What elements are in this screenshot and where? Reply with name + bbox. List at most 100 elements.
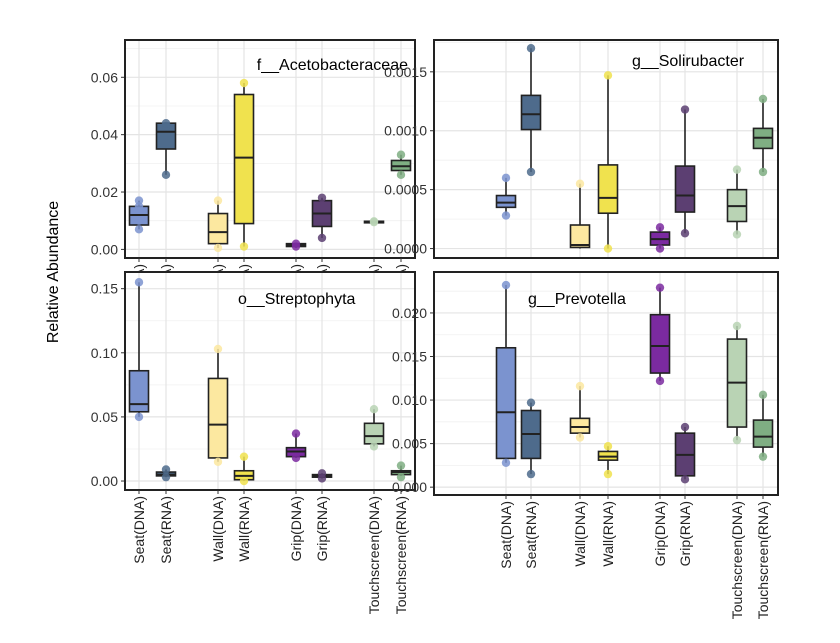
- data-point: [501, 280, 511, 290]
- panel-border: [433, 39, 779, 259]
- data-point: [134, 278, 144, 287]
- box-Wall(DNA): [207, 196, 229, 253]
- data-point: [213, 344, 223, 354]
- box-Wall(RNA): [597, 71, 619, 253]
- y-tick-label: 0.04: [91, 127, 118, 143]
- data-point: [501, 458, 511, 467]
- box-iqr: [520, 94, 542, 131]
- box-Seat(RNA): [155, 118, 177, 180]
- panel-title: g__Solirubacter: [632, 53, 745, 70]
- box-Seat(DNA): [495, 280, 517, 467]
- data-point: [501, 173, 511, 183]
- box-Seat(DNA): [128, 196, 150, 234]
- data-point: [161, 118, 171, 128]
- data-point: [758, 167, 768, 177]
- box-iqr: [233, 93, 255, 225]
- x-tick-label: Wall(RNA): [236, 496, 252, 562]
- data-point: [655, 223, 665, 232]
- box-iqr: [495, 346, 517, 460]
- y-tick-label: 0.0010: [384, 123, 427, 139]
- data-point: [396, 150, 406, 159]
- data-point: [501, 211, 511, 220]
- x-tick-label: Seat(RNA): [523, 501, 539, 569]
- data-point: [161, 170, 171, 180]
- box-iqr: [752, 419, 774, 448]
- box-Grip(DNA): [285, 429, 307, 463]
- data-point: [575, 433, 585, 442]
- box-Touchscreen(RNA): [752, 94, 774, 177]
- data-point: [134, 196, 144, 205]
- panel-prevotella: 0.000 0.005 0.010 0.015 0.020 g__Prevotella Se…: [392, 271, 779, 619]
- data-point: [239, 78, 249, 88]
- data-point: [603, 442, 613, 451]
- box-iqr: [207, 212, 229, 245]
- panel-title: f__Acetobacteraceae: [257, 57, 408, 74]
- box-Grip(DNA): [649, 223, 671, 253]
- data-point: [369, 442, 379, 451]
- x-tick-label: Grip(RNA): [677, 501, 693, 566]
- data-point: [603, 71, 613, 80]
- box-Seat(RNA): [520, 398, 542, 479]
- y-tick-label: 0.0015: [384, 64, 427, 80]
- box-Grip(RNA): [674, 105, 696, 238]
- box-Grip(DNA): [285, 239, 307, 251]
- data-point: [161, 465, 171, 474]
- x-tick-label: Seat(DNA): [131, 496, 147, 564]
- x-tick-label: Grip(DNA): [288, 496, 304, 561]
- data-point: [291, 453, 301, 463]
- data-point: [655, 283, 665, 292]
- data-point: [291, 239, 301, 248]
- data-point: [758, 390, 768, 400]
- box-Grip(RNA): [311, 469, 333, 483]
- data-point: [575, 381, 585, 391]
- y-tick-label: 0.010: [392, 392, 427, 408]
- box-Grip(DNA): [649, 283, 671, 386]
- data-point: [680, 422, 690, 432]
- box-Wall(RNA): [233, 78, 255, 251]
- y-tick-label: 0.015: [392, 348, 427, 364]
- y-tick-label: 0.00: [91, 473, 118, 489]
- box-iqr: [569, 417, 591, 434]
- y-tick-label: 0.020: [392, 305, 427, 321]
- data-point: [213, 457, 223, 466]
- box-iqr: [363, 422, 385, 445]
- data-point: [134, 216, 144, 225]
- x-tick-label: Wall(DNA): [572, 501, 588, 567]
- box-iqr: [674, 165, 696, 213]
- box-Seat(RNA): [155, 465, 177, 482]
- box-Seat(DNA): [128, 278, 150, 422]
- x-tick-label: Seat(DNA): [498, 501, 514, 569]
- box-Grip(RNA): [311, 193, 333, 243]
- data-point: [369, 217, 379, 226]
- x-tick-label: Grip(RNA): [314, 496, 330, 561]
- box-iqr: [128, 369, 150, 413]
- y-tick-label: 0.06: [91, 69, 118, 85]
- data-point: [317, 233, 327, 243]
- y-tick-label: 0.10: [91, 345, 118, 361]
- box-iqr: [495, 194, 517, 209]
- y-tick-label: 0.0005: [384, 182, 427, 198]
- data-point: [732, 230, 742, 239]
- box-Seat(DNA): [495, 173, 517, 220]
- data-point: [603, 244, 613, 253]
- box-Touchscreen(DNA): [363, 405, 385, 451]
- box-Touchscreen(DNA): [726, 321, 748, 445]
- panel-border: [433, 271, 779, 496]
- box-Wall(RNA): [597, 442, 619, 479]
- data-point: [575, 179, 585, 188]
- y-tick-label: 0.00: [91, 241, 118, 257]
- data-point: [396, 461, 406, 470]
- box-Wall(DNA): [569, 179, 591, 249]
- data-point: [239, 476, 249, 486]
- data-point: [526, 44, 536, 53]
- panel-title: g__Prevotella: [528, 291, 626, 308]
- x-tick-label: Touchscreen(DNA): [366, 496, 382, 614]
- data-point: [291, 429, 301, 438]
- box-Seat(RNA): [520, 44, 542, 177]
- data-point: [161, 472, 171, 482]
- data-point: [134, 225, 144, 234]
- box-Touchscreen(RNA): [752, 390, 774, 461]
- panel-border: [124, 271, 416, 491]
- data-point: [526, 167, 536, 177]
- y-tick-label: 0.0000: [384, 241, 427, 257]
